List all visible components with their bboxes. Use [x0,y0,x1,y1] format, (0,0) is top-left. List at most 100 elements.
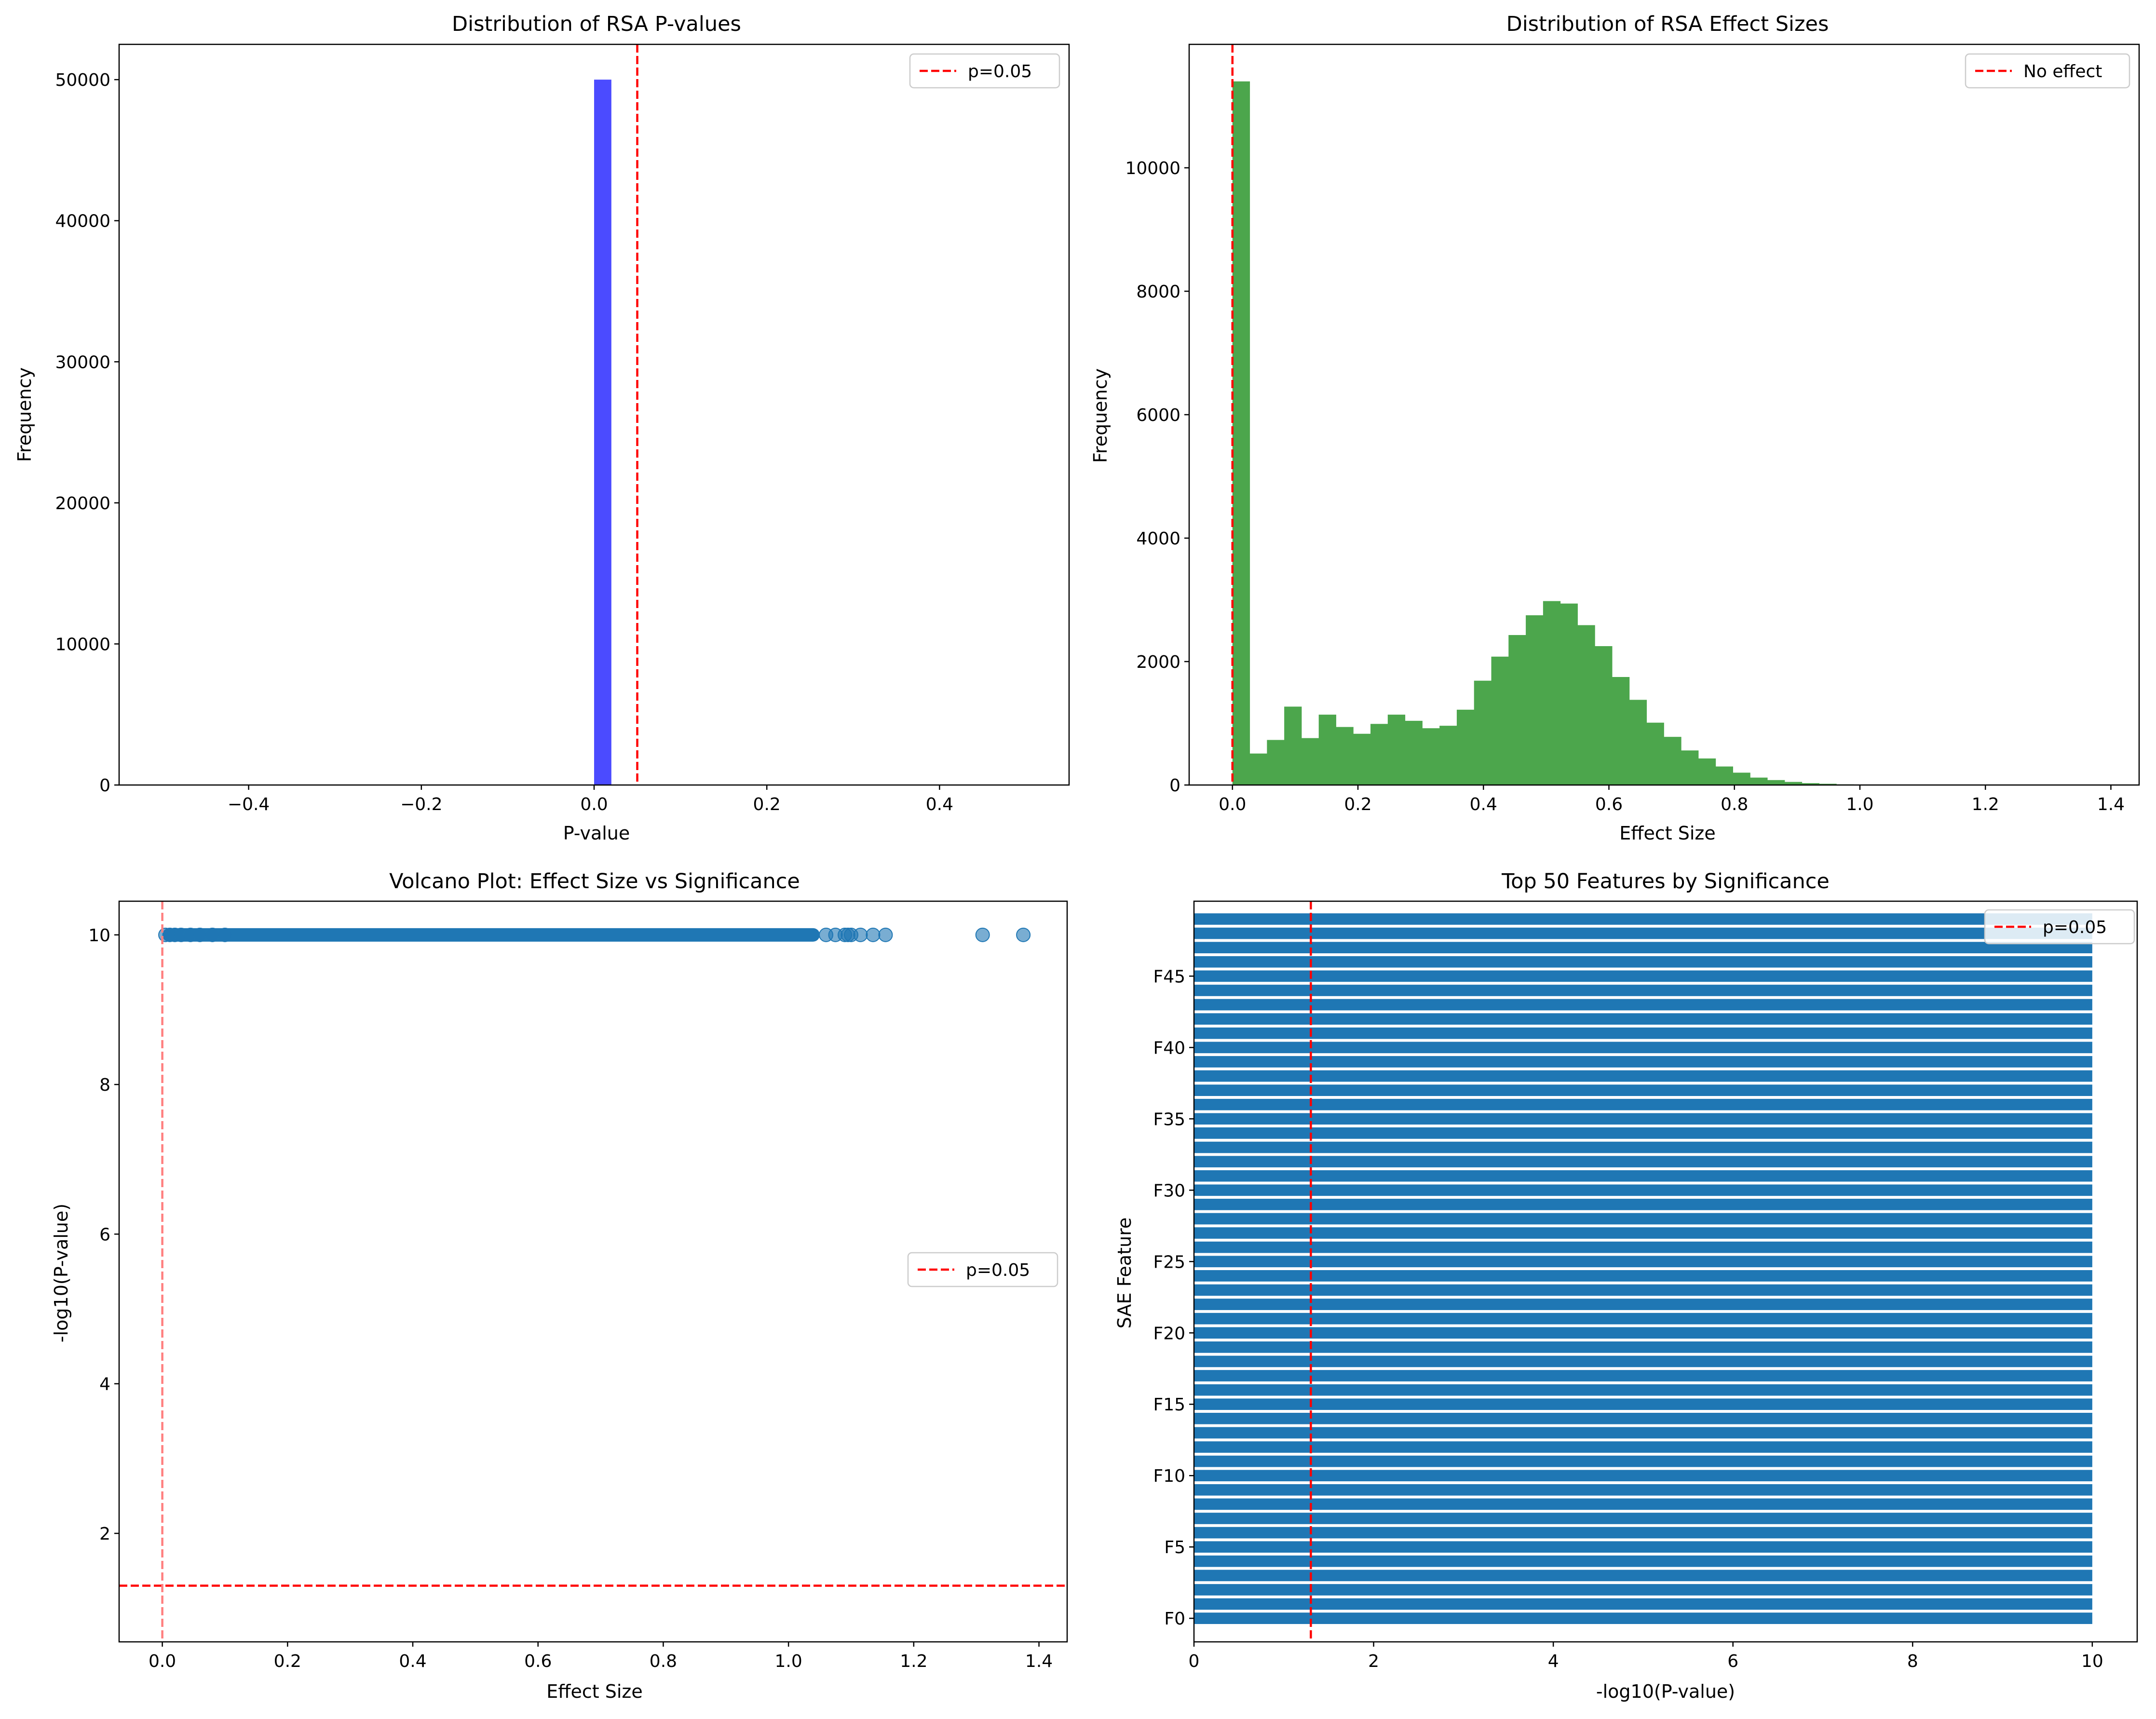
volcano-plot-xtick-label: 0.8 [650,1651,677,1671]
effect-size-histogram-ytick-label: 0 [1169,776,1180,796]
top-features-bar [1194,1256,2092,1268]
pvalue-histogram-ytick-label: 10000 [55,635,110,654]
top-features-bar [1194,1199,2092,1210]
volcano-plot-title: Volcano Plot: Effect Size vs Significanc… [389,869,800,893]
top-features-bar [1194,1313,2092,1325]
panel-volcano-plot: 0.0 0.2 0.4 0.6 0.8 1.0 1.2 1.4 2 4 6 8 10 p=0.05 Vol… [51,869,1068,1702]
top-features-bar [1194,1156,2092,1167]
effect-size-histogram-bar [1439,726,1457,785]
top-features-axes-frame [1193,900,2138,1643]
top-features-bar [1194,1441,2092,1453]
volcano-plot-ylabel: -log10(P-value) [51,1204,72,1342]
effect-size-histogram-ytick-label: 8000 [1136,282,1180,302]
effect-size-histogram-xtick-label: 0.6 [1595,795,1623,814]
effect-size-histogram-bar [1715,766,1733,785]
pvalue-histogram-title: Distribution of RSA P-values [452,12,741,36]
effect-size-histogram-xtick-label: 0.0 [1219,795,1246,814]
top-features-bar [1194,1484,2092,1496]
effect-size-histogram-bar [1353,733,1371,785]
pvalue-histogram-xtick-label: −0.4 [228,795,270,814]
effect-size-histogram-xtick-label: 1.2 [1972,795,1999,814]
effect-size-histogram-xtick-label: 1.4 [2097,795,2125,814]
effect-size-histogram-xtick-label: 0.2 [1344,795,1371,814]
top-features-bar [1194,1070,2092,1082]
top-features-bar [1194,1584,2092,1596]
effect-size-histogram-xlabel: Effect Size [1619,823,1715,844]
effect-size-histogram-bar [1422,728,1440,785]
effect-size-histogram-ytick-label: 4000 [1136,529,1180,549]
volcano-plot-point [878,927,893,942]
top-features-bar [1194,1127,2092,1139]
effect-size-histogram-ytick-label: 10000 [1125,159,1180,178]
top-features-ylabel: SAE Feature [1114,1218,1135,1329]
volcano-plot-xtick-label: 1.0 [775,1651,802,1671]
top-features-ytick-label: F35 [1153,1110,1185,1129]
top-features-ytick-label: F5 [1164,1538,1185,1557]
top-features-bar [1194,927,2092,939]
pvalue-histogram-xlabel: P-value [563,823,630,844]
volcano-plot-xtick-label: 0.0 [149,1651,176,1671]
effect-size-histogram-bar [1267,740,1285,785]
top-features-bar [1194,1513,2092,1524]
panel-pvalue-histogram-plot: −0.4 −0.2 0.0 0.2 0.4 0 10000 20000 30000 40000 50… [55,43,1070,814]
top-features-ytick-label: F25 [1153,1252,1185,1272]
panel-effect-size-histogram: 0.0 0.2 0.4 0.6 0.8 1.0 1.2 1.4 0 2000 4000 6000 800… [1090,12,2140,844]
effect-size-histogram-bar [1664,737,1681,785]
pvalue-histogram-ytick-label: 50000 [55,70,110,90]
pvalue-histogram-ytick-label: 40000 [55,212,110,231]
volcano-plot-xtick-label: 0.4 [399,1651,426,1671]
effect-size-histogram-bar [1595,646,1613,785]
volcano-plot-point [853,927,868,942]
effect-size-histogram-bar [1301,738,1319,785]
volcano-plot-ytick-label: 10 [88,926,110,946]
top-features-bar [1194,1213,2092,1225]
top-features-bar [1194,1355,2092,1367]
top-features-legend-label: p=0.05 [2043,918,2107,937]
effect-size-histogram-ytick-label: 6000 [1136,406,1180,425]
effect-size-histogram-bar [1819,784,1837,785]
pvalue-histogram-ylabel: Frequency [14,367,35,462]
top-features-bar [1194,1370,2092,1381]
panel-pvalue-histogram: −0.4 −0.2 0.0 0.2 0.4 0 10000 20000 30000 40000 50… [14,12,1070,844]
effect-size-histogram-bar [1318,715,1336,785]
effect-size-histogram-bar [1474,680,1492,785]
top-features-ytick-label: F15 [1153,1395,1185,1415]
effect-size-histogram-title: Distribution of RSA Effect Sizes [1506,12,1829,36]
top-features-bar [1194,942,2092,954]
volcano-plot-xtick-label: 1.2 [900,1651,927,1671]
top-features-bar [1194,1598,2092,1610]
volcano-plot-legend-box [907,1252,1058,1287]
top-features-bar [1194,1284,2092,1296]
top-features-ytick-label: F45 [1153,967,1185,987]
effect-size-histogram-bar [1370,724,1388,785]
volcano-plot-point [975,927,990,942]
top-features-ytick-label: F40 [1153,1038,1185,1058]
effect-size-histogram-bar [1750,777,1768,785]
top-features-bar [1194,1098,2092,1110]
top-features-bar [1194,1241,2092,1253]
top-features-bar [1194,1398,2092,1410]
volcano-plot-point [1016,927,1031,942]
panel-top-features: 0 2 4 6 8 10 F0 F5 F10 F15 F20 F25 F30 F35 F40 F45 p=0.0… [1114,869,2138,1702]
effect-size-histogram-bar [1681,750,1699,785]
pvalue-histogram-xtick-label: −0.2 [400,795,442,814]
top-features-bar [1194,1084,2092,1096]
panel-volcano-plot-plot: 0.0 0.2 0.4 0.6 0.8 1.0 1.2 1.4 2 4 6 8 10 p=0.05 [88,900,1068,1671]
top-features-xtick-label: 4 [1548,1651,1559,1671]
top-features-bar [1194,1270,2092,1282]
effect-size-histogram-bar [1733,772,1750,785]
effect-size-histogram-bar [1526,615,1544,785]
effect-size-histogram-legend-label: No effect [2023,62,2102,81]
panel-top-features-plot: 0 2 4 6 8 10 F0 F5 F10 F15 F20 F25 F30 F35 F40 F45 p=0.0… [1153,900,2138,1671]
effect-size-histogram-xtick-label: 1.0 [1846,795,1873,814]
top-features-xtick-label: 10 [2081,1651,2103,1671]
effect-size-histogram-bar [1543,601,1561,785]
volcano-plot-point [217,927,232,942]
top-features-title: Top 50 Features by Significance [1501,869,1830,893]
top-features-bar [1194,1570,2092,1582]
effect-size-histogram-bar [1698,758,1716,785]
top-features-ytick-label: F0 [1164,1609,1185,1629]
effect-size-histogram-bar [1767,780,1785,785]
top-features-bar [1194,1612,2092,1624]
